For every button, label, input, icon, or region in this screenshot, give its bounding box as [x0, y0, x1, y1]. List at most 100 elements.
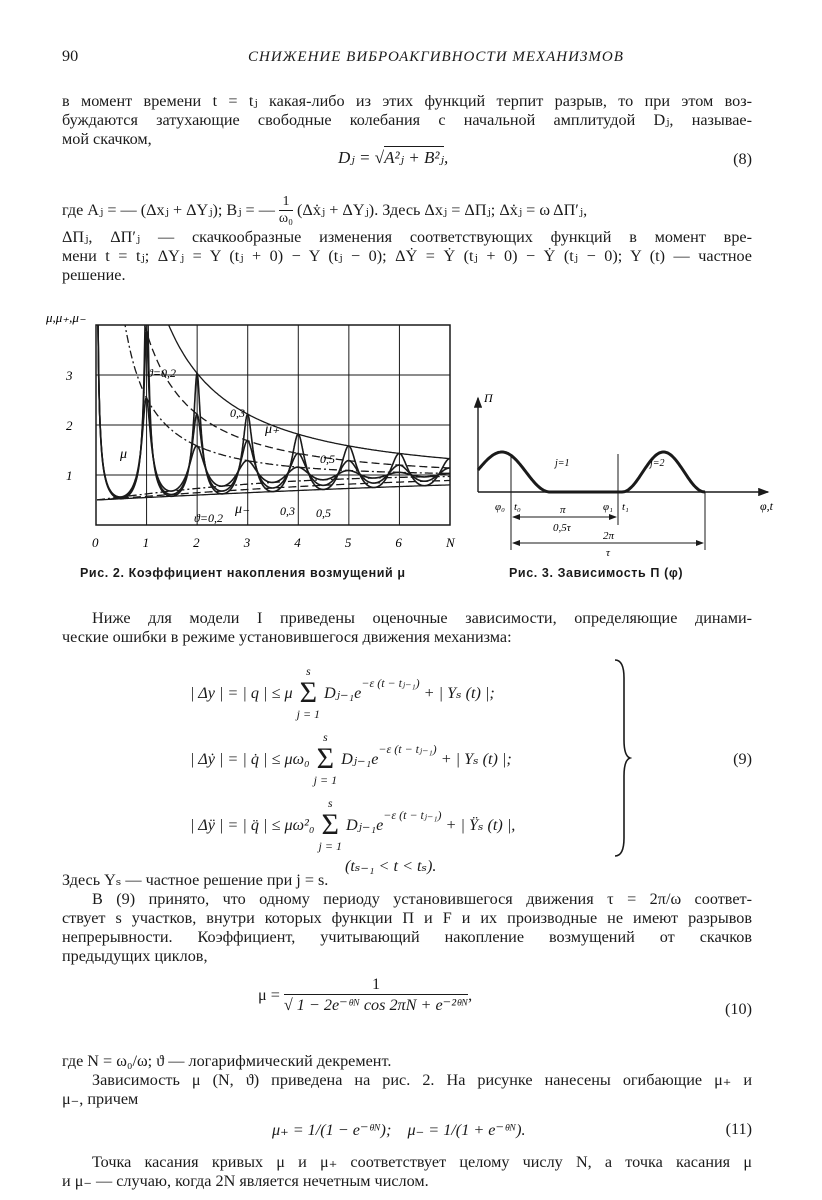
- equation-number: (9): [733, 750, 752, 768]
- eq8-radicand: A²ⱼ + B²ⱼ: [384, 146, 444, 167]
- eq-term: Dⱼ₋₁e: [341, 750, 379, 768]
- equation-number: (10): [725, 1000, 752, 1018]
- curve-label: 0,5: [316, 506, 331, 520]
- equation-number: (11): [725, 1120, 752, 1138]
- eq-exponent: −ε (t − tⱼ₋₁): [383, 808, 442, 822]
- curve-label: ϑ=0,2: [147, 366, 176, 380]
- y-tick-label: 3: [65, 368, 73, 383]
- curve-plus-theta-0.5: [124, 325, 450, 475]
- curve-plus-theta-0.3: [143, 325, 450, 469]
- eq-tail: + | Ÿₛ (t) |,: [445, 816, 516, 834]
- eq-lhs: | Δy | = | q | ≤ μ: [190, 683, 293, 702]
- y-axis-label: Π: [483, 391, 494, 405]
- sum-lower: j = 1: [318, 839, 342, 853]
- eq-exponent: −ε (t − tⱼ₋₁): [378, 742, 437, 756]
- text-line: буждаются затухающие свободные колебания…: [62, 111, 752, 129]
- label-t0: t₀: [514, 501, 521, 513]
- x-tick-label: 2: [193, 535, 200, 550]
- curve-label: 0,3: [230, 406, 245, 420]
- text-line: предыдущих циклов,: [62, 947, 208, 965]
- text-line: и μ₋ — случаю, когда 2N является нечетны…: [62, 1172, 429, 1190]
- curve-label: 0,5: [320, 452, 335, 466]
- equation-number: (8): [733, 150, 752, 168]
- label-pi: π: [560, 504, 566, 516]
- curve-label: ϑ=0,2: [194, 511, 223, 525]
- text-line: непрерывности. Коэффициент, учитывающий …: [62, 928, 752, 946]
- text-line: μ₋, причем: [62, 1090, 139, 1108]
- eq8-tail: ,: [444, 148, 449, 167]
- eq-tail: + | Yₛ (t) |;: [440, 750, 512, 768]
- text-line: ствует s участков, внутри которых функци…: [62, 909, 752, 927]
- equation-8: Dⱼ = √A²ⱼ + B²ⱼ,: [338, 146, 449, 168]
- text-line: где Aⱼ = — (Δxⱼ + ΔYⱼ); Bⱼ = — 1 ω₀ (Δẋⱼ …: [62, 194, 752, 227]
- equation-11: μ₊ = 1/(1 − e⁻ᶿᴺ); μ₋ = 1/(1 + e⁻ᶿᴺ).: [272, 1121, 526, 1139]
- x-axis-label: φ,t: [760, 499, 774, 513]
- fraction: 1 √ 1 − 2e⁻ᶿᴺ cos 2πN + e⁻²ᶿᴺ: [283, 975, 469, 1015]
- text-line: мени t = tⱼ; ΔYⱼ = Y (tⱼ + 0) − Y (tⱼ − …: [62, 247, 752, 265]
- text-line: Здесь Yₛ — частное решение при j = s.: [62, 871, 329, 889]
- text-line: ческие ошибки в режиме установившегося д…: [62, 628, 512, 646]
- label-2pi: 2π: [603, 530, 615, 542]
- eq-lhs: | Δẏ | = | q̇ | ≤ μω₀: [190, 749, 310, 768]
- sum-upper: s: [327, 796, 333, 810]
- figure-3-caption: Рис. 3. Зависимость Π (φ): [509, 566, 684, 580]
- y-axis-label: μ,μ₊,μ₋: [45, 310, 86, 325]
- eq8-lhs: Dⱼ = √: [338, 148, 385, 167]
- curve-label: μ: [119, 447, 127, 462]
- x-tick-label: N: [445, 535, 456, 550]
- pi-curve: [476, 450, 706, 494]
- x-tick-label: 5: [345, 535, 352, 550]
- equation-10: μ = 1 √ 1 − 2e⁻ᶿᴺ cos 2πN + e⁻²ᶿᴺ ,: [258, 975, 472, 1015]
- eq-term: Dⱼ₋₁e: [324, 684, 362, 702]
- label-j2: j=2: [648, 458, 665, 469]
- fraction: 1 ω₀: [278, 194, 294, 227]
- text-fragment: где Aⱼ = — (Δxⱼ + ΔYⱼ); Bⱼ = —: [62, 201, 275, 219]
- text-line: в момент времени t = tⱼ какая-либо из эт…: [62, 92, 752, 110]
- text-fragment: (Δẋⱼ + ΔYⱼ). Здесь Δxⱼ = ΔΠⱼ; Δẋⱼ = ω ΔΠ…: [297, 201, 588, 219]
- curve-minus-theta-0.3: [97, 479, 450, 501]
- y-tick-label: 1: [66, 468, 73, 483]
- sum-upper: s: [323, 730, 328, 744]
- label-phi1: φ₁: [603, 501, 613, 513]
- curve-minus-theta-0.5: [96, 475, 450, 501]
- label-half-tau: 0,5τ: [553, 522, 572, 534]
- curve-label: 0,3: [280, 504, 295, 518]
- curve-minus-theta-0.2: [96, 484, 450, 501]
- label-t1: t₁: [622, 501, 629, 513]
- sigma-icon: Σ: [316, 742, 335, 775]
- sum-lower: j = 1: [296, 707, 321, 721]
- eq9-condition: (tₛ₋₁ < t < tₛ).: [345, 857, 437, 875]
- label-phi0: φ₀: [495, 501, 505, 513]
- eq-exponent: −ε (t − tⱼ₋₁): [361, 676, 420, 690]
- x-tick-label: 4: [294, 535, 301, 550]
- running-title: СНИЖЕНИЕ ВИБРОАКГИВНОСТИ МЕХАНИЗМОВ: [248, 49, 624, 65]
- page-number: 90: [62, 47, 79, 65]
- eq10-lhs: μ =: [258, 985, 280, 1004]
- x-tick-label: 1: [143, 535, 150, 550]
- x-tick-label: 6: [395, 535, 402, 550]
- label-tau: τ: [606, 547, 611, 559]
- text-line: Зависимость μ (N, ϑ) приведена на рис. 2…: [92, 1071, 752, 1089]
- sigma-icon: Σ: [321, 808, 339, 841]
- figure-2-chart: μ,μ₊,μ₋ ϑ=0,2 0,3 μ₊ 0,5 μ ϑ=0,2 μ₋ 0,3 …: [45, 310, 456, 550]
- eq-lhs: | Δÿ | = | q̈ | ≤ μω²₀: [190, 815, 315, 834]
- curve-label: μ₊: [264, 422, 280, 437]
- sigma-icon: Σ: [299, 676, 318, 709]
- eq-term: Dⱼ₋₁e: [345, 816, 384, 834]
- curve-label: μ₋: [234, 502, 250, 517]
- sum-upper: s: [305, 664, 311, 678]
- eq-tail: + | Yₛ (t) |;: [423, 684, 495, 702]
- text-line: мой скачком,: [62, 130, 152, 148]
- text-line: Ниже для модели I приведены оценочные за…: [92, 609, 752, 627]
- numerator: 1: [283, 975, 469, 995]
- curve-mu-theta-0.3: [97, 325, 450, 499]
- curve-plus-theta-0.2: [168, 325, 450, 460]
- text-line: В (9) принято, что одному периоду устано…: [92, 890, 752, 908]
- label-j1: j=1: [553, 458, 570, 469]
- denominator: √ 1 − 2e⁻ᶿᴺ cos 2πN + e⁻²ᶿᴺ: [283, 996, 469, 1014]
